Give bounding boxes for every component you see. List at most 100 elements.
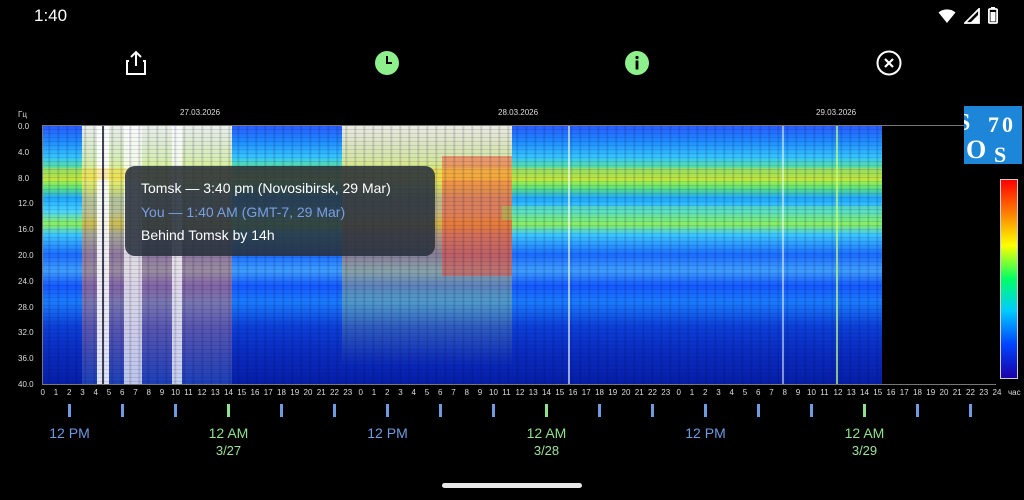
sos70-logo: S 7 0 O S [957,106,1022,167]
wifi-icon [938,8,956,23]
x-tick-label: 1 [689,388,695,397]
x-tick-label: 0 [40,388,45,397]
logo-letter: 7 [988,112,999,137]
chart-frame-bottom [42,384,996,385]
info-icon [625,51,649,75]
x-tick-label: 12 [197,388,207,397]
x-tick-label: 14 [224,388,233,397]
x-tick-label: 6 [756,388,761,397]
local-date-label: 3/28 [533,443,560,458]
x-tick-label: 20 [621,388,631,397]
x-tick-label: 0 [358,388,363,397]
local-time-marker [651,404,654,417]
x-tick-label: 19 [608,388,618,397]
x-tick-label: 10 [489,388,498,397]
x-tick-label: 5 [424,388,430,397]
logo-mark: S 7 0 O S [957,110,1013,167]
x-tick-label: 15 [237,388,247,397]
local-time-marker [280,404,283,417]
y-tick-label: 40.0 [18,380,34,389]
x-tick-label: 11 [820,388,829,397]
x-tick-label: 17 [581,388,591,397]
x-tick-label: 0 [676,388,681,397]
tooltip-local-time: You — 1:40 AM (GMT-7, 29 Mar) [141,204,346,220]
home-indicator[interactable] [442,483,582,488]
local-time-marker [969,404,972,417]
x-tick-label: 10 [171,388,180,397]
signal-icon [964,7,980,24]
y-tick-label: 12.0 [18,199,34,209]
timezone-tooltip: Tomsk — 3:40 pm (Novosibirsk, 29 Mar) Yo… [125,166,435,256]
local-time-marker [545,404,548,417]
y-tick-label: 20.0 [18,251,34,260]
x-tick-label: 13 [528,388,538,397]
tooltip-tomsk-time: Tomsk — 3:40 pm (Novosibirsk, 29 Mar) [141,180,391,196]
local-time-label: 12 PM [367,425,408,441]
x-tick-label: 16 [568,388,578,397]
x-tick-label: 16 [886,388,896,397]
local-time-marker [174,404,177,417]
x-tick-label: 19 [290,388,300,397]
x-tick-label: 7 [133,388,138,397]
x-tick-label: 1 [53,388,59,397]
clock-button[interactable] [372,48,402,78]
color-scale-bar [1000,179,1018,379]
close-button[interactable] [874,48,904,78]
x-tick-label: 18 [595,388,604,397]
x-tick-label: 7 [769,388,774,397]
x-tick-label: 19 [926,388,936,397]
local-time-label: 12 AM [208,425,249,441]
x-tick-label: 23 [979,388,989,397]
x-tick-label: 9 [159,388,165,397]
x-tick-label: 15 [873,388,883,397]
local-time-marker [492,404,495,417]
x-tick-label: 18 [277,388,286,397]
x-tick-label: 9 [477,388,483,397]
x-tick-label: 4 [411,388,416,397]
local-time-marker [333,404,336,417]
status-time: 1:40 [34,6,68,25]
x-tick-label: 21 [634,388,644,397]
info-button[interactable] [622,48,652,78]
x-tick-label: 8 [464,388,469,397]
y-tick-label: 32.0 [18,328,34,338]
local-time-marker [704,404,707,417]
x-tick-label: 2 [67,388,72,397]
clock-icon [375,51,399,75]
x-tick-label: 12 [833,388,843,397]
battery-icon [988,7,998,24]
x-tick-label: 4 [93,388,98,397]
x-tick-label: 21 [316,388,326,397]
x-tick-label: 6 [120,388,125,397]
x-tick-label: 22 [648,388,657,397]
share-icon [126,50,146,75]
x-tick-label: 18 [913,388,922,397]
x-tick-label: 14 [860,388,869,397]
x-tick-label: 15 [555,388,565,397]
chart-frame-top [42,125,996,126]
x-tick-label: 23 [343,388,353,397]
local-time-marker [68,404,71,417]
x-tick-label: 13 [846,388,856,397]
y-tick-label: 4.0 [18,147,30,157]
local-time-label: 12 PM [685,425,726,441]
logo-letter: O [966,135,986,164]
local-time-marker [386,404,389,417]
local-time-marker [439,404,442,417]
tooltip-time-difference: Behind Tomsk by 14h [141,227,275,243]
status-icons [938,7,998,24]
x-tick-label: 20 [303,388,313,397]
x-tick-label: 7 [451,388,456,397]
y-tick-label: 24.0 [18,276,34,286]
local-time-marker [810,404,813,417]
x-tick-label: 20 [939,388,949,397]
x-tick-label: 8 [782,388,787,397]
date-label: 29.03.2026 [816,108,857,117]
date-label: 28.03.2026 [498,108,539,117]
x-tick-label: 13 [210,388,220,397]
close-circle-icon [876,50,902,76]
share-button[interactable] [121,48,151,78]
x-tick-label: 3 [398,388,403,397]
y-tick-label: 28.0 [18,302,34,312]
local-time-marker [598,404,601,417]
